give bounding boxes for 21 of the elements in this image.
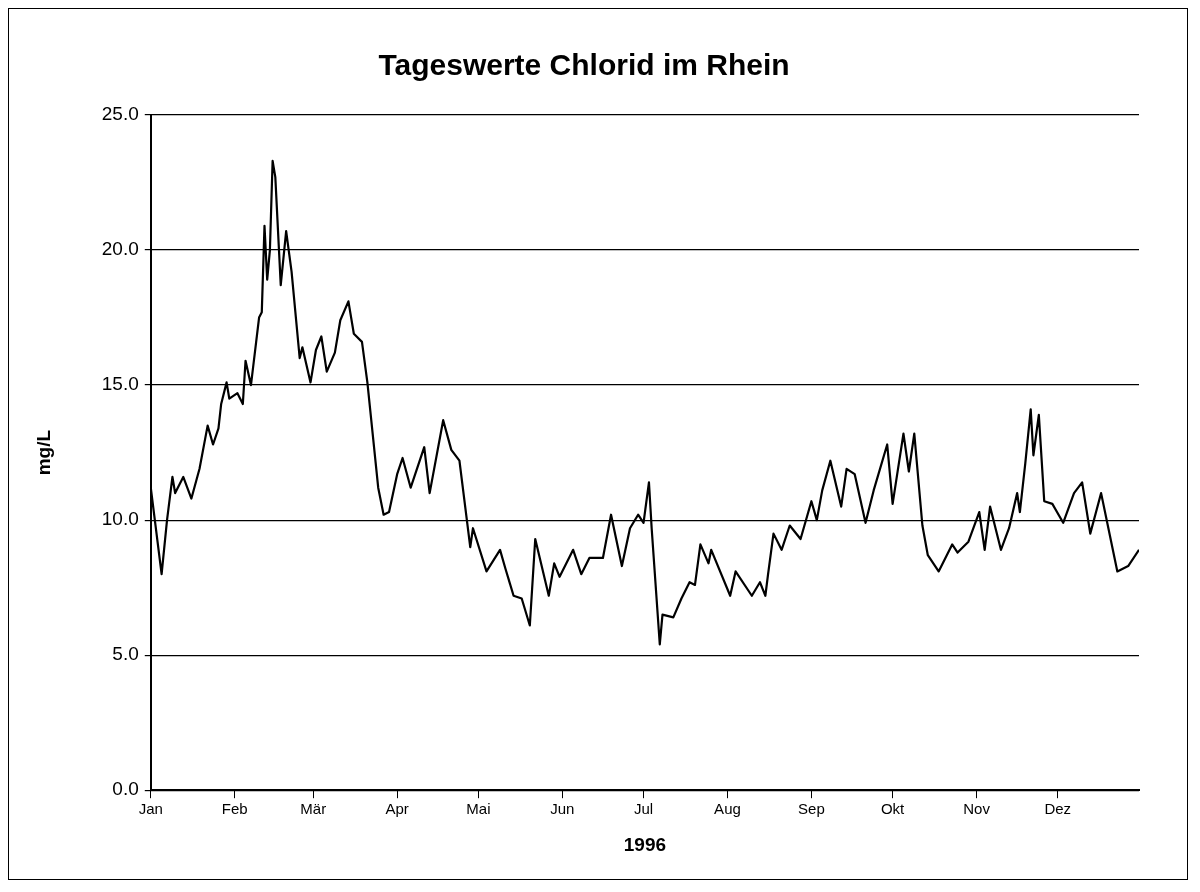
x-axis-title: 1996: [623, 833, 667, 855]
x-tick-label: Nov: [963, 800, 991, 818]
y-tick-label: 10.0: [101, 508, 139, 530]
x-tick-label: Jul: [633, 800, 654, 818]
x-tick-label: Aug: [714, 800, 741, 818]
x-tick-label: Jun: [550, 800, 575, 818]
x-tick-label: Jan: [138, 800, 163, 818]
chart-title: Tageswerte Chlorid im Rhein: [378, 48, 790, 82]
y-tick-label: 20.0: [101, 238, 139, 260]
x-tick-label: Sep: [798, 800, 825, 818]
y-axis-title: mg/L: [32, 429, 54, 476]
x-tick-label: Dez: [1044, 800, 1072, 818]
y-tick-label: 25.0: [101, 103, 139, 125]
y-tick-label: 0.0: [112, 778, 139, 800]
x-tick-label: Okt: [880, 800, 906, 818]
x-tick-label: Mai: [466, 800, 491, 818]
y-tick-label: 5.0: [112, 643, 139, 665]
x-tick-label: Feb: [221, 800, 248, 818]
x-tick-label: Mär: [300, 800, 327, 818]
y-tick-label: 15.0: [101, 373, 139, 395]
x-tick-label: Apr: [385, 800, 409, 818]
